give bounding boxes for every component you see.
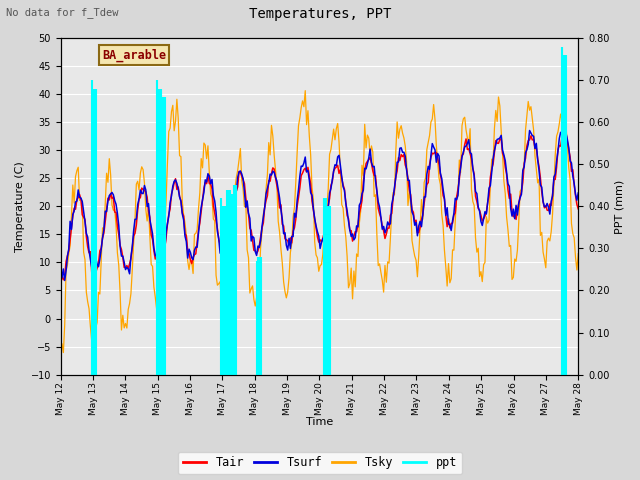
Text: Temperatures, PPT: Temperatures, PPT <box>249 7 391 21</box>
Legend: Tair, Tsurf, Tsky, ppt: Tair, Tsurf, Tsky, ppt <box>178 452 462 474</box>
Y-axis label: Temperature (C): Temperature (C) <box>15 161 25 252</box>
X-axis label: Time: Time <box>306 417 333 427</box>
Text: No data for f_Tdew: No data for f_Tdew <box>6 7 119 18</box>
Y-axis label: PPT (mm): PPT (mm) <box>615 179 625 233</box>
Text: BA_arable: BA_arable <box>102 48 166 61</box>
